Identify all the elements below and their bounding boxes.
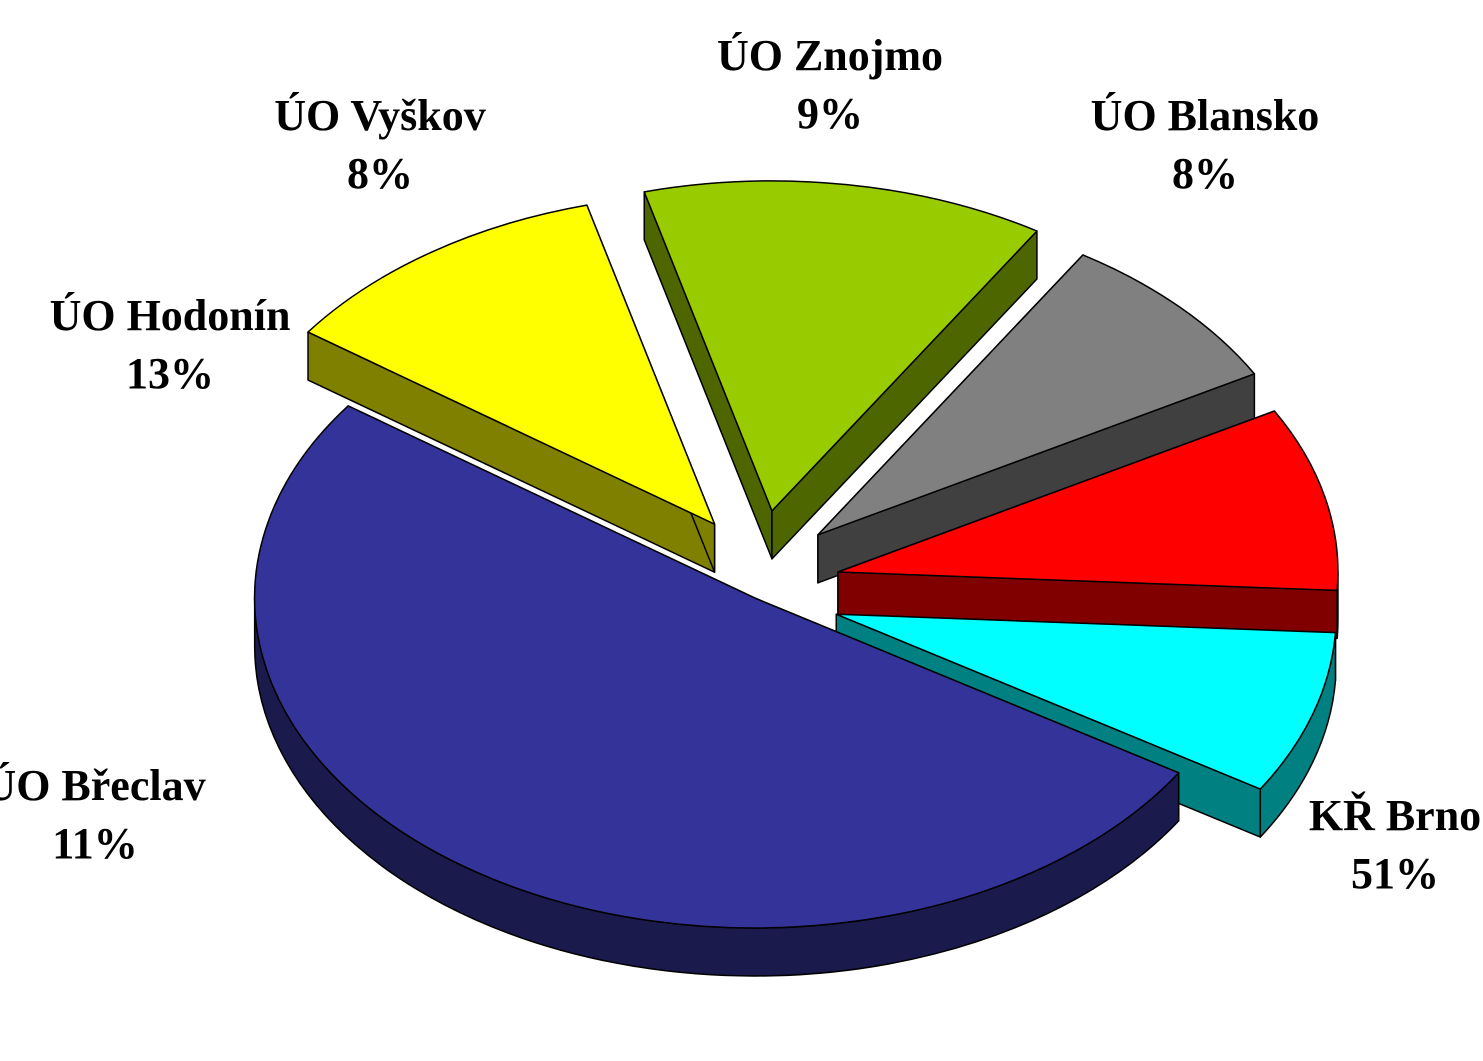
slice-labels: KŘ Brno 51% ÚO Břeclav 11% ÚO Hodonín 13% ÚO V… (0, 31, 1481, 898)
slice-top-face (817, 254, 1256, 536)
slice-label-name: ÚO Hodonín (50, 291, 291, 340)
slice-label-uo-blansko: ÚO Blansko 8% (1091, 91, 1320, 198)
slice-label-name: ÚO Znojmo (717, 31, 943, 80)
slice-top-face (643, 180, 1038, 512)
pie-slice-uo-hodonin (643, 180, 1038, 560)
pie-slices (253, 180, 1339, 977)
slice-label-percent: 8% (347, 149, 413, 198)
slice-label-percent: 13% (126, 349, 214, 398)
slice-top-face (307, 204, 716, 525)
slice-label-percent: 11% (52, 819, 138, 868)
slice-label-name: ÚO Břeclav (0, 761, 206, 810)
pie-slice-uo-vyskov (817, 254, 1256, 584)
slice-top-face (835, 613, 1337, 790)
pie-slice-uo-breclav (307, 204, 716, 573)
slice-label-name: KŘ Brno (1309, 791, 1481, 840)
slice-label-uo-hodonin: ÚO Hodonín 13% (50, 291, 291, 398)
slice-label-kr-brno: KŘ Brno 51% (1309, 791, 1481, 898)
slice-label-uo-vyskov: ÚO Vyškov 8% (274, 91, 486, 198)
slice-label-percent: 9% (797, 89, 863, 138)
slice-label-name: ÚO Blansko (1091, 91, 1320, 140)
slice-label-uo-znojmo: ÚO Znojmo 9% (717, 31, 943, 138)
slice-label-name: ÚO Vyškov (274, 91, 486, 140)
pie-slice-kr-brno (253, 405, 1180, 977)
slice-label-percent: 8% (1172, 149, 1238, 198)
slice-label-uo-breclav: ÚO Břeclav 11% (0, 761, 206, 868)
slice-top-face (837, 410, 1339, 592)
slice-label-percent: 51% (1351, 849, 1439, 898)
slice-top-face (253, 405, 1180, 929)
